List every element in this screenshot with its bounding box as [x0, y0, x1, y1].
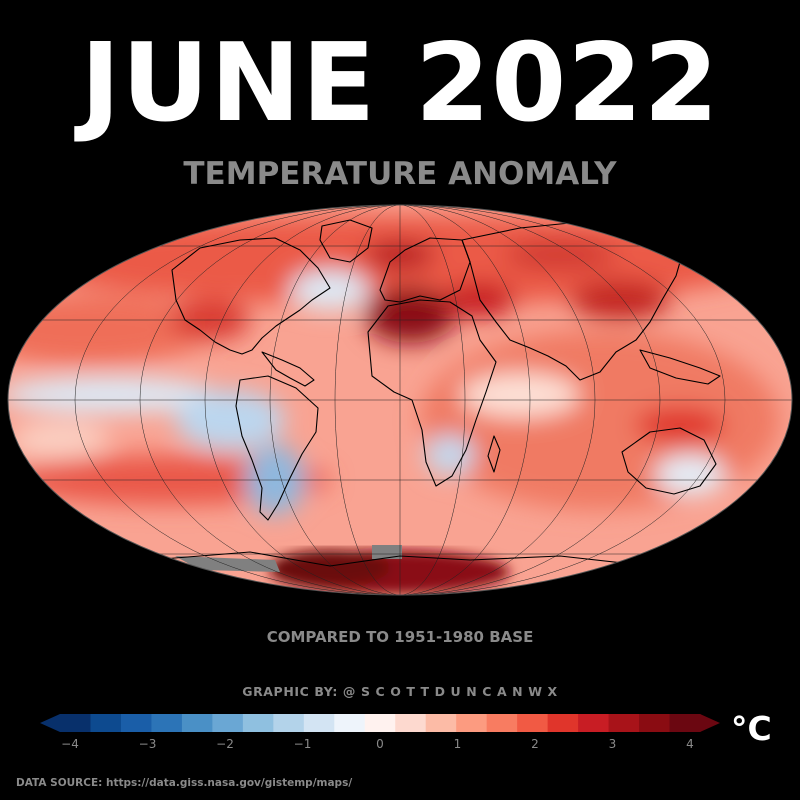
data-source: DATA SOURCE: https://data.giss.nasa.gov/… — [16, 777, 353, 789]
colorbar-tick-label: −4 — [61, 737, 79, 751]
colorbar-tick-label: −1 — [293, 737, 312, 751]
colorbar-tick-label: −3 — [138, 737, 157, 751]
map-border — [7, 204, 793, 596]
colorbar-cell — [608, 714, 640, 732]
graticule — [8, 205, 792, 595]
colorbar-cell — [639, 714, 671, 732]
baseline-note: COMPARED TO 1951-1980 BASE — [266, 628, 534, 646]
colorbar-cell — [303, 714, 335, 732]
colorbar-extend-low — [40, 714, 60, 732]
colorbar-cell — [395, 714, 427, 732]
colorbar-cell — [273, 714, 305, 732]
colorbar-cell — [90, 714, 122, 732]
colorbar-cell — [364, 714, 396, 732]
colorbar-cell — [120, 714, 152, 732]
colorbar-cell — [212, 714, 244, 732]
colorbar-tick-label: 4 — [686, 737, 694, 751]
colorbar-cell — [181, 714, 213, 732]
colorbar-tick-label: 3 — [608, 737, 617, 751]
unit-label: °C — [731, 709, 772, 748]
colorbar-cell — [517, 714, 549, 732]
colorbar-tick-label: 0 — [376, 737, 384, 751]
graphic-credit: GRAPHIC BY: @ S C O T T D U N C A N W X — [242, 684, 558, 699]
no-data-region — [372, 545, 402, 559]
colorbar-cell — [456, 714, 488, 732]
colorbar-cell — [60, 714, 91, 732]
colorbar-tick-label: 1 — [453, 737, 462, 751]
colorbar-tick-label: −2 — [216, 737, 234, 751]
colorbar-cell — [151, 714, 183, 732]
colorbar-cell — [669, 714, 701, 732]
colorbar-cell — [425, 714, 457, 732]
colorbar — [40, 714, 720, 732]
colorbar-tick-label: 2 — [531, 737, 539, 751]
colorbar-cell — [242, 714, 274, 732]
colorbar-cell — [334, 714, 366, 732]
map-title: JUNE 2022 — [80, 21, 720, 146]
colorbar-cell — [547, 714, 579, 732]
colorbar-cell — [486, 714, 518, 732]
colorbar-cell — [578, 714, 610, 732]
map-subtitle: TEMPERATURE ANOMALY — [183, 156, 617, 192]
temperature-anomaly-map — [7, 204, 793, 596]
colorbar-extend-high — [700, 714, 720, 732]
